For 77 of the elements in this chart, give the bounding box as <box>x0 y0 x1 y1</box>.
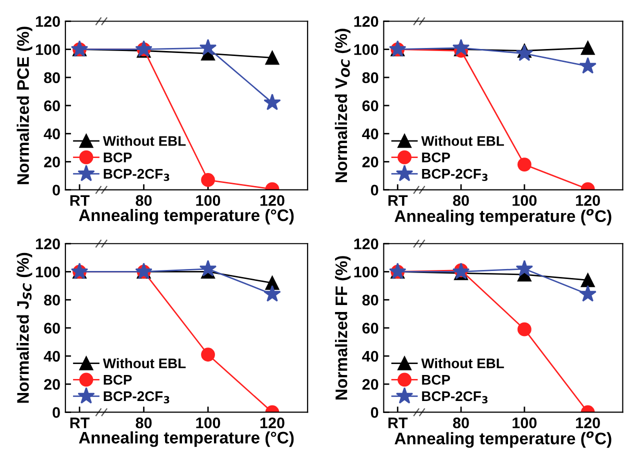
y-tick-label: 0 <box>370 407 378 418</box>
x-tick-label: 100 <box>512 417 537 428</box>
x-tick-label: 100 <box>196 195 220 206</box>
y-axis-title: Normalized J$_{SC}$ (%) <box>16 252 32 403</box>
point <box>199 38 217 56</box>
x-tick-label: RT <box>388 418 408 428</box>
y-tick-label: 40 <box>44 350 60 362</box>
y-tick-label: 100 <box>354 266 378 278</box>
legend-label: BCP-2CF$_{3}$ <box>422 391 488 404</box>
y-tick-label: 120 <box>36 16 60 27</box>
y-tick-label: 60 <box>44 100 60 112</box>
x-tick-label: 120 <box>260 195 284 206</box>
x-tick-label: 80 <box>453 195 469 206</box>
y-axis-title: Normalized V$_{OC}$ (%) <box>334 28 350 182</box>
point <box>516 260 534 276</box>
y-tick-label: 100 <box>354 44 378 56</box>
y-tick-label: 100 <box>36 266 60 278</box>
x-axis-title: Annealing temperature (°C) <box>78 431 294 447</box>
legend-label: Without EBL <box>102 136 186 146</box>
legend-label: BCP <box>104 374 132 385</box>
y-tick-label: 0 <box>370 184 378 196</box>
x-tick-label: 120 <box>576 195 600 206</box>
point <box>517 322 532 336</box>
x-axis-title: Annealing temperature ($^{o}$C) <box>394 431 612 448</box>
point <box>579 57 596 74</box>
point <box>579 285 596 302</box>
y-tick-label: 20 <box>44 156 60 168</box>
point <box>580 40 595 55</box>
y-tick-label: 120 <box>36 238 60 250</box>
y-tick-label: 40 <box>44 128 60 140</box>
legend-label: BCP-2CF$_{3}$ <box>104 391 170 404</box>
x-tick-label: 120 <box>260 417 284 428</box>
legend-label: Without EBL <box>102 358 186 368</box>
legend-label: Without EBL <box>421 358 504 368</box>
x-tick-label: 80 <box>453 417 469 428</box>
y-tick-label: 20 <box>44 378 60 390</box>
x-tick-label: 120 <box>576 417 600 428</box>
legend-label: BCP <box>422 152 450 162</box>
point <box>199 260 217 276</box>
x-tick-label: RT <box>388 195 408 206</box>
legend-label: BCP-2CF$_{3}$ <box>422 168 488 182</box>
legend-label: Without EBL <box>421 136 504 146</box>
y-tick-label: 20 <box>362 156 378 168</box>
x-tick-label: RT <box>70 418 90 428</box>
point <box>516 44 534 61</box>
y-tick-label: 80 <box>44 72 60 84</box>
y-tick-label: 80 <box>44 294 60 306</box>
x-tick-label: 100 <box>512 195 537 206</box>
y-tick-label: 60 <box>362 322 378 334</box>
point <box>264 285 281 302</box>
y-tick-label: 120 <box>354 238 378 250</box>
y-tick-label: 100 <box>36 44 60 56</box>
point <box>265 50 280 65</box>
y-axis-title: Normalized FF (%) <box>335 256 351 400</box>
y-tick-label: 20 <box>362 378 378 390</box>
y-tick-label: 0 <box>52 184 60 196</box>
y-tick-label: 60 <box>362 100 378 112</box>
x-axis-title: Annealing temperature ($^{o}$C) <box>394 208 612 226</box>
x-tick-label: 100 <box>196 417 220 428</box>
y-tick-label: 120 <box>354 16 378 27</box>
y-tick-label: 80 <box>362 72 378 84</box>
x-tick-label: 80 <box>136 417 152 428</box>
x-axis-title: Annealing temperature (°C) <box>78 208 294 225</box>
y-axis-title: Normalized PCE (%) <box>16 26 32 184</box>
y-tick-label: 40 <box>362 128 378 140</box>
x-tick-label: RT <box>70 195 90 206</box>
point <box>580 273 595 288</box>
y-tick-label: 40 <box>362 350 378 362</box>
legend-label: BCP <box>104 152 132 162</box>
y-tick-label: 60 <box>44 322 60 334</box>
x-tick-label: 80 <box>136 195 152 206</box>
legend-label: BCP-2CF$_{3}$ <box>104 168 170 182</box>
point <box>452 38 470 56</box>
legend-label: BCP <box>422 374 450 385</box>
y-tick-label: 80 <box>362 294 378 306</box>
y-tick-label: 0 <box>52 407 60 418</box>
point <box>264 94 281 110</box>
